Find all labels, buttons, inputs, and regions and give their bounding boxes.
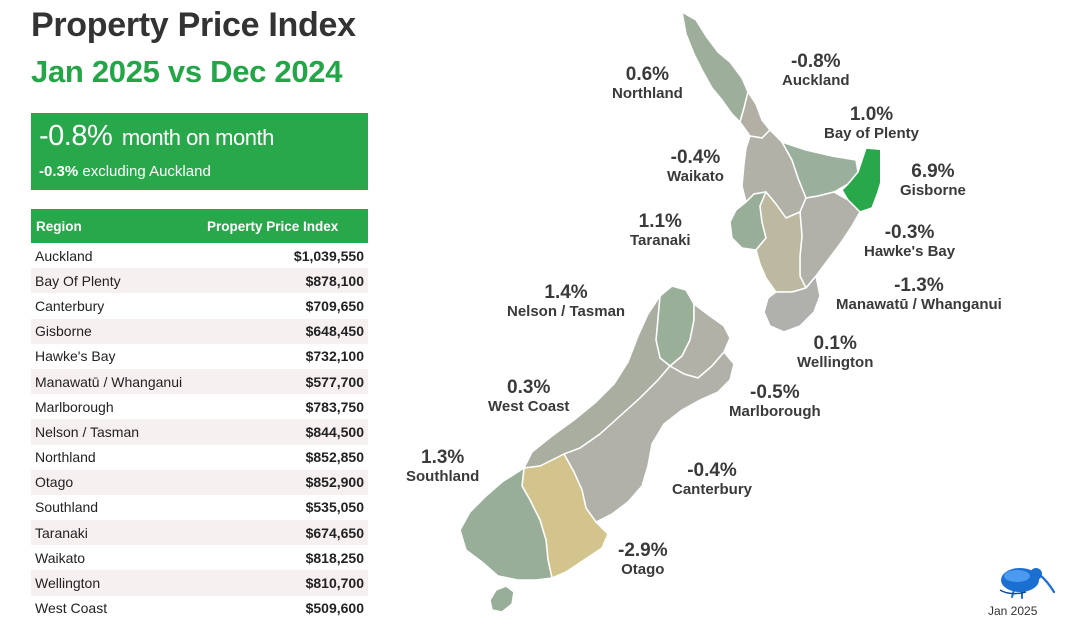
- region-value: $1,039,550: [293, 247, 364, 264]
- map-region-taranaki[interactable]: [729, 191, 767, 251]
- table-header-row: Region Property Price Index: [31, 209, 368, 243]
- label-waikato: -0.4% Waikato: [667, 147, 724, 185]
- label-otago: -2.9% Otago: [618, 540, 668, 578]
- label-auckland: -0.8% Auckland: [782, 51, 850, 89]
- map-region-northland[interactable]: [681, 11, 749, 123]
- table-row: Auckland $1,039,550: [31, 243, 368, 268]
- table-row: Gisborne $648,450: [31, 318, 368, 344]
- map-region-canterbury[interactable]: [563, 351, 735, 523]
- table-row: Canterbury $709,650: [31, 293, 368, 318]
- headline-label: month on month: [121, 125, 274, 150]
- region-value: $535,050: [305, 499, 364, 516]
- label-northland: 0.6% Northland: [612, 64, 683, 102]
- map-region-southland[interactable]: [459, 467, 553, 581]
- label-wellington: 0.1% Wellington: [797, 333, 874, 371]
- region-name: West Coast: [35, 600, 108, 617]
- region-value: $852,900: [201, 469, 368, 495]
- label-manawatu-whanganui: -1.3% Manawatū / Whanganui: [836, 275, 1002, 313]
- secondary-label: excluding Auckland: [82, 163, 211, 180]
- page-title: Property Price Index: [31, 6, 356, 44]
- region-name: Northland: [35, 449, 96, 466]
- column-header-index: Property Price Index: [201, 209, 368, 243]
- region-value: $818,250: [305, 549, 364, 566]
- table-row: Otago $852,900: [31, 469, 368, 495]
- page-subtitle: Jan 2025 vs Dec 2024: [31, 54, 343, 89]
- region-value: $844,500: [201, 419, 368, 445]
- region-value: $709,650: [305, 297, 364, 314]
- region-name: Bay Of Plenty: [31, 268, 201, 294]
- region-value: $674,650: [201, 520, 368, 546]
- region-name: Wellington: [31, 570, 201, 596]
- map-region-wellington[interactable]: [763, 275, 821, 333]
- table-row: West Coast $509,600: [31, 596, 368, 621]
- region-name: Nelson / Tasman: [31, 419, 201, 445]
- label-bay-of-plenty: 1.0% Bay of Plenty: [824, 104, 920, 142]
- headline-value: -0.8%: [39, 120, 113, 152]
- secondary-value: -0.3%: [39, 163, 79, 180]
- label-nelson-tasman: 1.4% Nelson / Tasman: [507, 282, 626, 320]
- kiwi-bird-icon: [999, 568, 1056, 599]
- region-name: Otago: [31, 469, 201, 495]
- region-value: $852,850: [305, 449, 364, 466]
- table-row: Manawatū / Whanganui $577,700: [31, 368, 368, 395]
- headline-change: -0.8% month on month: [39, 120, 274, 153]
- region-value: $810,700: [201, 570, 368, 596]
- table-row: Waikato $818,250: [31, 545, 368, 570]
- table-row: Bay Of Plenty $878,100: [31, 268, 368, 294]
- secondary-change: -0.3% excluding Auckland: [39, 163, 211, 180]
- label-hawkes-bay: -0.3% Hawke's Bay: [864, 222, 956, 260]
- table-row: Nelson / Tasman $844,500: [31, 419, 368, 445]
- summary-box: -0.8% month on month -0.3% excluding Auc…: [31, 113, 368, 190]
- region-value: $648,450: [201, 318, 368, 344]
- table-row: Wellington $810,700: [31, 570, 368, 596]
- region-name: Taranaki: [31, 520, 201, 546]
- map-region-bay-of-plenty[interactable]: [781, 141, 859, 199]
- price-index-table: Region Property Price Index Auckland $1,0…: [31, 209, 368, 621]
- table-row: Hawke's Bay $732,100: [31, 344, 368, 369]
- region-name: Canterbury: [35, 297, 105, 314]
- region-name: Auckland: [35, 247, 93, 264]
- table-row: Southland $535,050: [31, 495, 368, 520]
- label-canterbury: -0.4% Canterbury: [672, 460, 753, 498]
- region-value: $732,100: [305, 348, 364, 365]
- region-name: Waikato: [35, 549, 86, 566]
- table-row: Taranaki $674,650: [31, 520, 368, 546]
- region-name: Manawatū / Whanganui: [31, 368, 201, 395]
- table-row: Northland $852,850: [31, 445, 368, 470]
- region-name: Hawke's Bay: [35, 348, 116, 365]
- map-stewart-island: [489, 585, 515, 613]
- region-name: Gisborne: [31, 318, 201, 344]
- region-name: Marlborough: [35, 398, 114, 415]
- label-marlborough: -0.5% Marlborough: [729, 382, 821, 420]
- label-southland: 1.3% Southland: [406, 447, 480, 485]
- label-gisborne: 6.9% Gisborne: [900, 161, 966, 199]
- table-row: Marlborough $783,750: [31, 394, 368, 419]
- label-west-coast: 0.3% West Coast: [488, 377, 570, 415]
- map-region-hawkes-bay[interactable]: [799, 191, 861, 289]
- column-header-region: Region: [31, 209, 201, 243]
- footer-date: Jan 2025: [988, 604, 1038, 618]
- region-name: Southland: [35, 499, 99, 516]
- region-value: $509,600: [305, 600, 364, 617]
- region-value: $783,750: [305, 398, 364, 415]
- nz-region-map: [459, 11, 880, 613]
- region-value: $878,100: [201, 268, 368, 294]
- region-value: $577,700: [201, 368, 368, 395]
- label-taranaki: 1.1% Taranaki: [630, 211, 691, 249]
